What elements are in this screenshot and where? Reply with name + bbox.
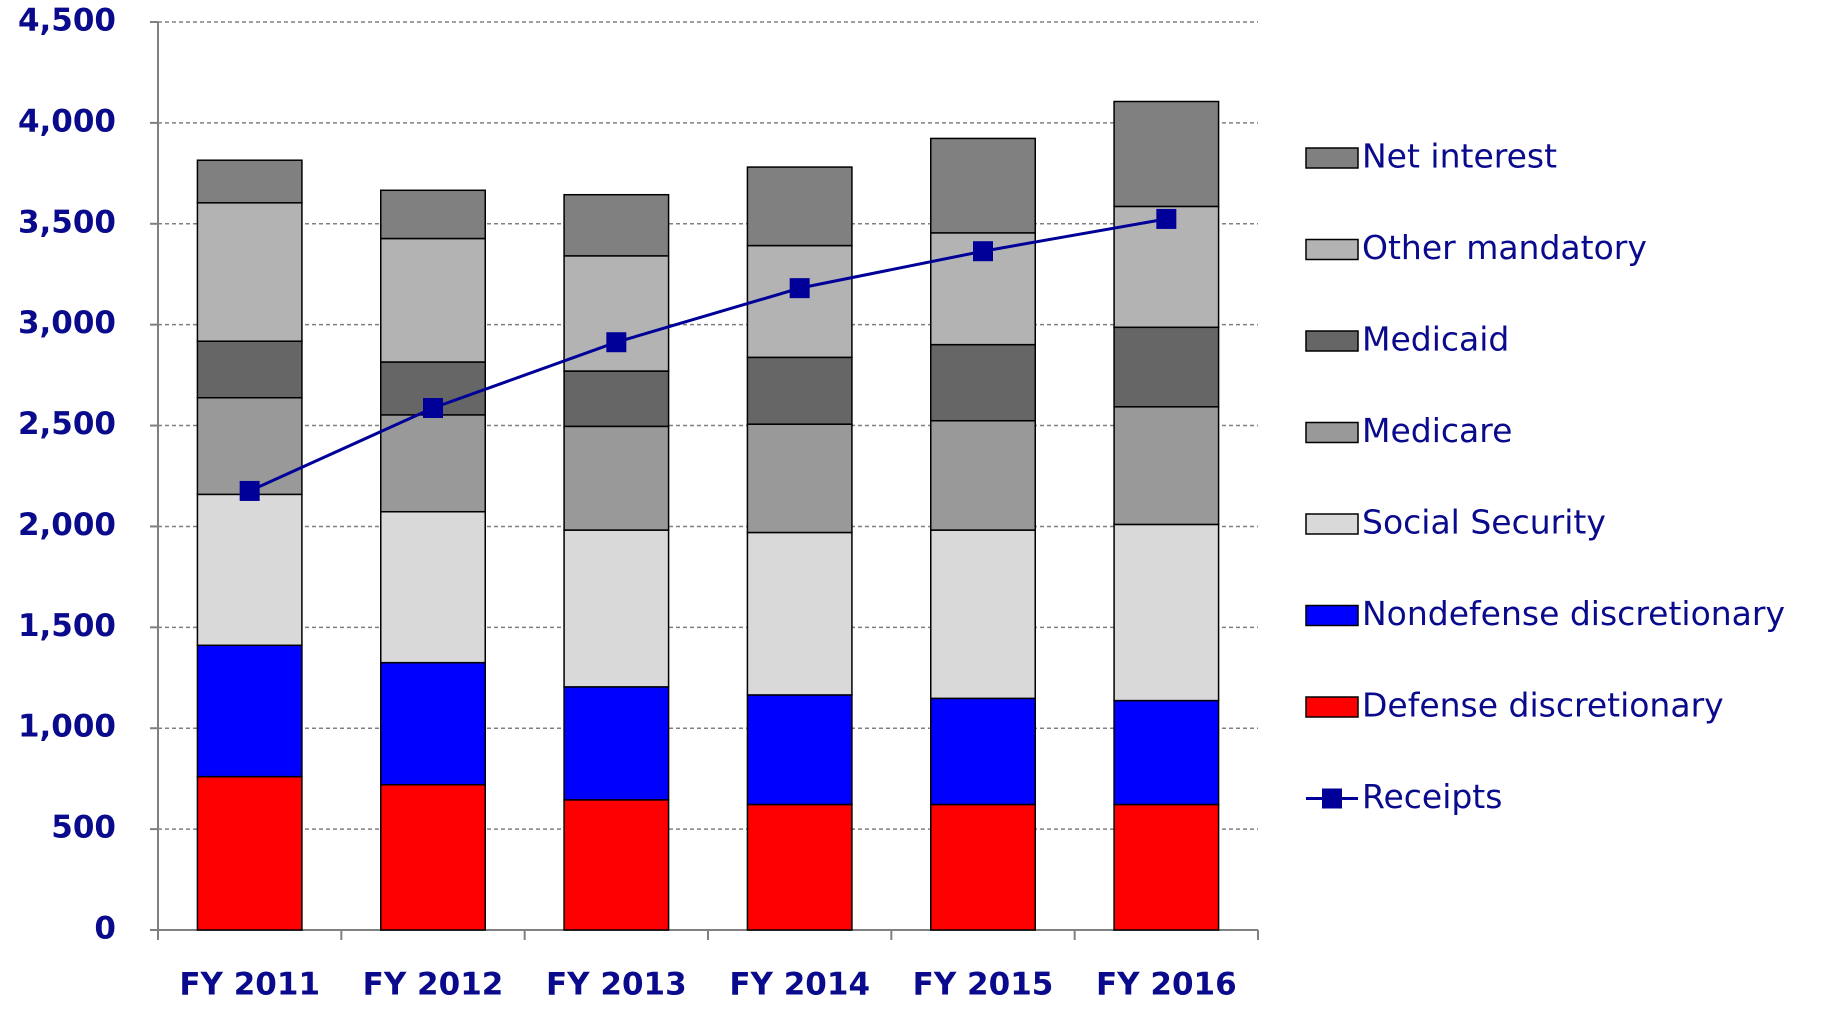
- y-tick-label: 0: [94, 911, 116, 947]
- bar-segment: [930, 697, 1036, 806]
- y-tick-label: 4,500: [18, 3, 116, 39]
- x-tick-label: FY 2016: [1096, 967, 1237, 1003]
- marker: [973, 241, 993, 262]
- x-tick-label: FY 2012: [363, 967, 504, 1003]
- bar-segment: [563, 799, 670, 931]
- legend-label: Other mandatory: [1362, 228, 1647, 267]
- bar-segment: [196, 396, 303, 496]
- bar-segment: [563, 370, 670, 428]
- marker: [423, 398, 443, 419]
- legend-label: Medicare: [1362, 411, 1512, 450]
- bar-segment: [1113, 699, 1220, 806]
- x-tick-label: FY 2013: [546, 967, 687, 1003]
- legend-label: Net interest: [1362, 137, 1557, 176]
- legend-label: Defense discretionary: [1362, 686, 1724, 725]
- bar-segment: [563, 686, 670, 801]
- bar-segment: [380, 237, 486, 363]
- bar-segment: [196, 493, 303, 647]
- x-tick-label: FY 2015: [913, 967, 1054, 1003]
- bar-segment: [196, 202, 303, 342]
- bar-segment: [563, 425, 670, 531]
- legend-swatch: [1305, 604, 1359, 627]
- bar-segment: [746, 244, 853, 359]
- legend-swatch: [1305, 238, 1359, 261]
- bar-segment: [930, 419, 1036, 531]
- marker: [789, 278, 810, 299]
- y-tick-label: 2,500: [18, 406, 116, 442]
- y-tick-label: 1,500: [18, 608, 116, 644]
- y-tick-label: 2,000: [18, 507, 116, 543]
- line: [249, 217, 1167, 493]
- bar-segment: [930, 803, 1036, 931]
- bar-segment: [380, 510, 486, 664]
- bar-segment: [1113, 523, 1220, 702]
- legend-swatch: [1305, 696, 1359, 718]
- bar-segment: [196, 644, 303, 778]
- bar-segment: [1113, 803, 1220, 931]
- legend-label: Medicaid: [1362, 320, 1509, 359]
- y-tick-label: 4,000: [18, 103, 116, 139]
- bar-segment: [380, 414, 486, 513]
- bar-segment: [196, 340, 303, 399]
- legend-swatch: [1305, 330, 1359, 352]
- legend-swatch: [1305, 421, 1359, 444]
- bar-segment: [196, 159, 303, 204]
- y-tick-label: 1,000: [18, 709, 116, 745]
- bar-segment: [746, 423, 853, 534]
- legend-label: Social Security: [1362, 503, 1606, 542]
- legend-label: Nondefense discretionary: [1362, 594, 1785, 633]
- legend-swatch: [1305, 147, 1359, 169]
- marker: [239, 480, 260, 501]
- bar-segment: [1113, 406, 1220, 526]
- bar-segment: [563, 193, 670, 257]
- bar-segment: [930, 137, 1036, 234]
- bar-segment: [380, 189, 486, 240]
- bar-segment: [930, 343, 1036, 422]
- marker: [1156, 208, 1177, 229]
- bar-segment: [746, 166, 853, 247]
- y-tick-label: 3,000: [18, 305, 116, 341]
- bar-segment: [1113, 326, 1220, 408]
- legend-swatch: [1305, 513, 1359, 535]
- x-tick-label: FY 2011: [179, 967, 320, 1003]
- bar-segment: [746, 803, 853, 931]
- bar-segment: [930, 529, 1036, 700]
- legend-label: Receipts: [1362, 777, 1502, 816]
- x-tick-label: FY 2014: [729, 967, 870, 1003]
- bar-segment: [1113, 100, 1220, 208]
- y-tick-label: 500: [51, 810, 116, 846]
- bar-segment: [746, 356, 853, 425]
- bar-segment: [746, 694, 853, 806]
- bar-segment: [380, 661, 486, 786]
- legend-swatch: [1322, 788, 1342, 809]
- bar-segment: [563, 529, 670, 688]
- bar-segment: [746, 531, 853, 696]
- marker: [606, 332, 627, 353]
- bar-segment: [380, 783, 486, 931]
- bar-segment: [196, 775, 303, 931]
- y-tick-label: 3,500: [18, 204, 116, 240]
